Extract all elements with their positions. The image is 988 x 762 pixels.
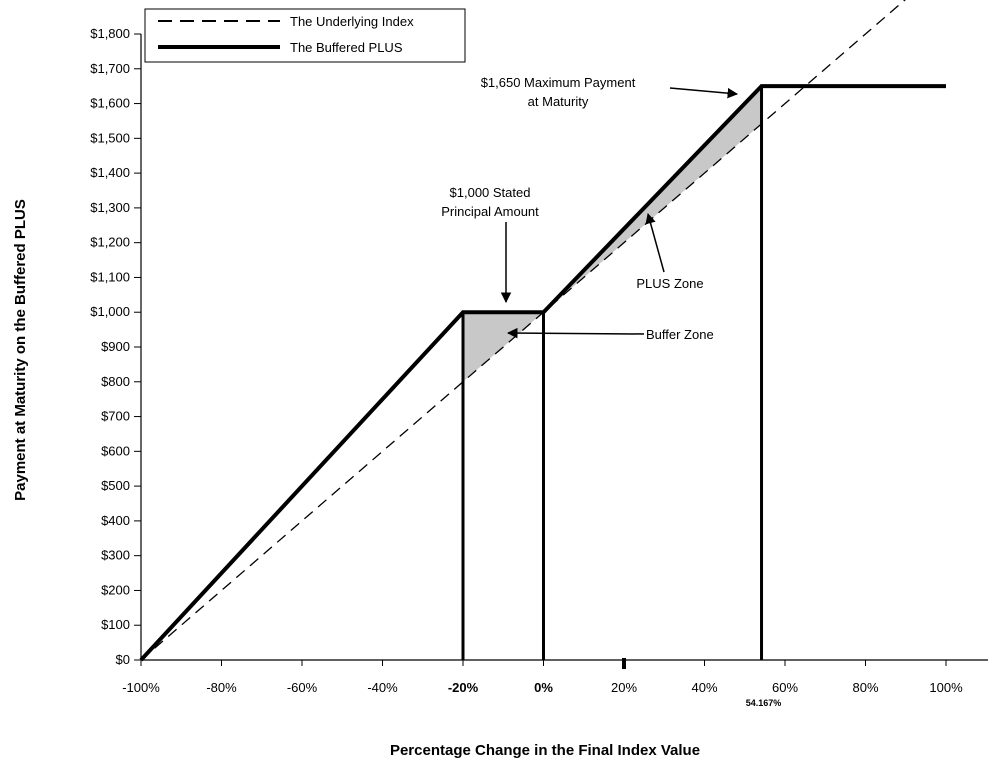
annotation-maximum-payment: $1,650 Maximum Payment at Maturity (481, 75, 739, 109)
x-tick-marker (622, 658, 626, 669)
series-buffered-plus-line (139, 84, 946, 662)
y-tick-label: $800 (101, 374, 130, 389)
legend: The Underlying Index The Buffered PLUS (144, 8, 466, 63)
y-tick-label: $1,500 (90, 130, 130, 145)
data-series (139, 0, 946, 662)
y-tick-label: $1,800 (90, 26, 130, 41)
y-tick-label: $100 (101, 617, 130, 632)
x-tick-label: -80% (206, 680, 237, 695)
annotation-maximum-payment-arrow (669, 87, 739, 99)
x-tick-label: 100% (929, 680, 963, 695)
axes (140, 34, 988, 661)
x-tick-label: 80% (852, 680, 878, 695)
y-tick-label: $400 (101, 513, 130, 528)
y-tick-label: $1,200 (90, 235, 130, 250)
annotation-buffer-zone-label: Buffer Zone (646, 327, 714, 342)
annotation-buffer-zone: Buffer Zone (506, 327, 714, 342)
vertical-reference-lines (461, 86, 764, 660)
y-tick-label: $600 (101, 443, 130, 458)
legend-box (144, 8, 466, 63)
y-tick-label: $900 (101, 339, 130, 354)
annotation-plus-zone-label: PLUS Zone (636, 276, 703, 291)
x-axis-title: Percentage Change in the Final Index Val… (390, 742, 700, 759)
y-tick-label: $200 (101, 582, 130, 597)
y-axis-title: Payment at Maturity on the Buffered PLUS (12, 199, 29, 501)
x-tick-label: 40% (691, 680, 717, 695)
y-tick-label: $1,000 (90, 304, 130, 319)
annotation-plus-zone: PLUS Zone (636, 212, 704, 291)
y-tick-label: $1,400 (90, 165, 130, 180)
x-tick-label: -100% (122, 680, 160, 695)
y-tick-label: $0 (116, 652, 130, 667)
y-tick-label: $1,300 (90, 200, 130, 215)
x-tick-label: -40% (367, 680, 398, 695)
annotation-plus-zone-arrow (645, 212, 665, 273)
annotation-principal: $1,000 Stated Principal Amount (441, 185, 539, 304)
y-tick-label: $1,100 (90, 269, 130, 284)
y-tick-label: $1,700 (90, 61, 130, 76)
annotation-principal-line1: $1,000 Stated (450, 185, 531, 200)
annotation-principal-line2: Principal Amount (441, 204, 539, 219)
annotation-buffer-zone-arrow (506, 327, 645, 339)
y-tick-label: $300 (101, 548, 130, 563)
annotation-maximum-payment-line1: $1,650 Maximum Payment (481, 75, 636, 90)
x-tick-label: 60% (772, 680, 798, 695)
x-tick-label: -60% (287, 680, 318, 695)
x-tick-label: 20% (611, 680, 637, 695)
x-tick-label-extra: 54.167% (746, 698, 782, 708)
y-tick-label: $1,600 (90, 96, 130, 111)
y-tick-label: $500 (101, 478, 130, 493)
legend-label-underlying-index: The Underlying Index (290, 14, 414, 29)
legend-label-buffered-plus: The Buffered PLUS (290, 40, 403, 55)
x-tick-label: 0% (534, 680, 553, 695)
tick-labels: $0 $100 $200 $300 $400 $500 $600 $700 $800 $900 $1… (90, 26, 963, 708)
annotation-maximum-payment-line2: at Maturity (528, 94, 589, 109)
x-tick-label: -20% (448, 680, 479, 695)
y-tick-label: $700 (101, 409, 130, 424)
